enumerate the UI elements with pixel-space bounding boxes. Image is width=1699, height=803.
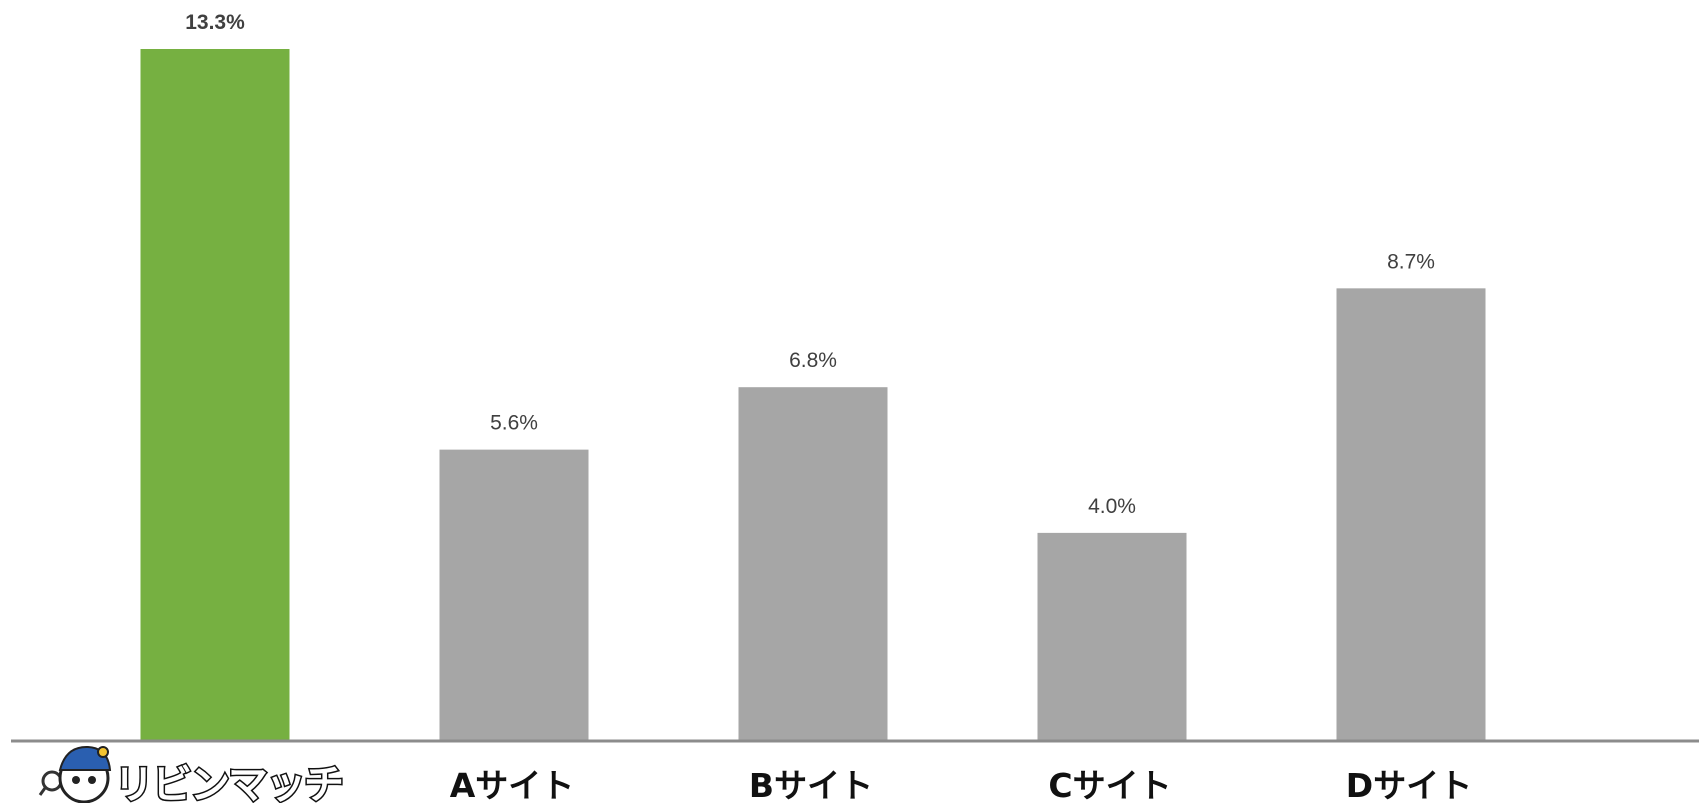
value-label-1: 13.3%: [185, 11, 245, 34]
category-label-5: Dサイト: [1346, 766, 1472, 803]
mascot-magnifier-icon: [38, 745, 112, 803]
bar-1: [140, 49, 290, 741]
value-label-3: 6.8%: [789, 349, 837, 372]
category-label-3: Bサイト: [749, 766, 873, 803]
bar-2: [439, 449, 589, 741]
category-labels-group: Aサイト Bサイト Cサイト Dサイト: [450, 766, 1472, 803]
bars-group: [140, 49, 1486, 741]
value-label-5: 8.7%: [1387, 250, 1435, 273]
category-label-4: Cサイト: [1048, 766, 1171, 803]
bar-4: [1037, 532, 1187, 741]
value-label-4: 4.0%: [1088, 495, 1136, 518]
brand-logo: リビンマッチ: [38, 745, 346, 803]
bar-3: [738, 387, 888, 741]
value-labels-group: 13.3% 5.6% 6.8% 4.0% 8.7%: [185, 11, 1435, 518]
value-label-2: 5.6%: [490, 412, 538, 435]
brand-logo-text: リビンマッチ: [114, 762, 342, 803]
bar-5: [1336, 288, 1486, 741]
category-label-2: Aサイト: [450, 766, 575, 803]
